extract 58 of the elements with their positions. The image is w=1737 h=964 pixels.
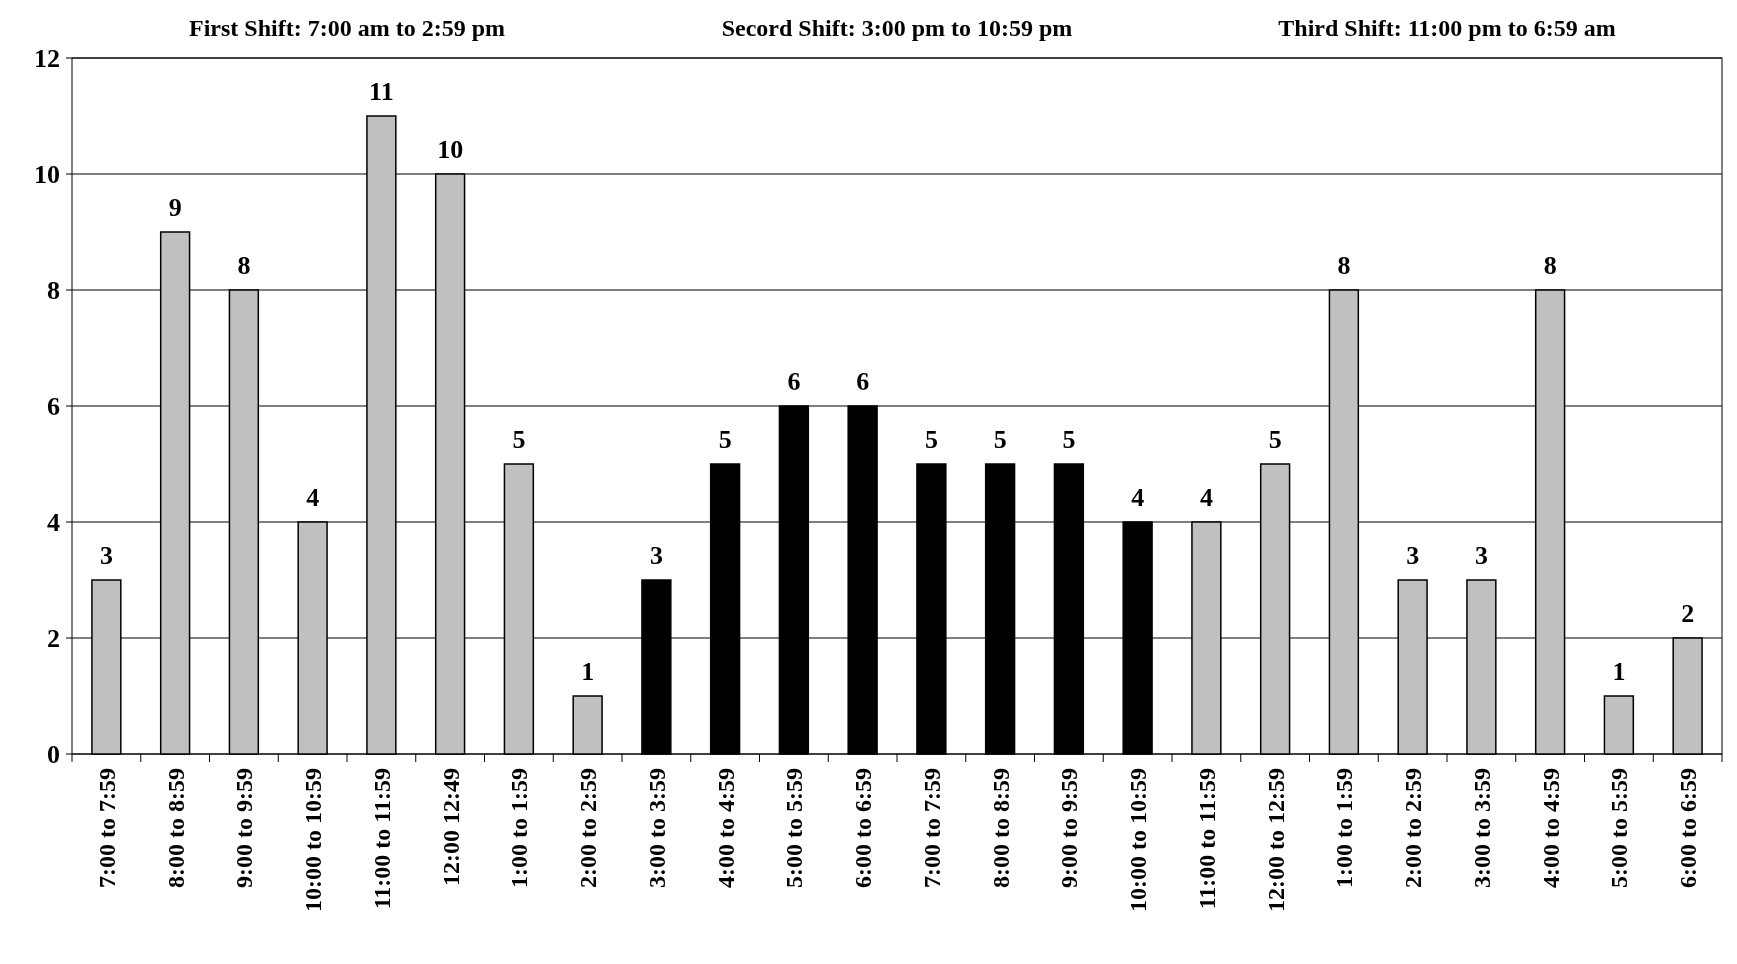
data-label: 8	[1337, 251, 1351, 280]
x-tick-label: 3:00 to 3:59	[643, 768, 670, 888]
x-tick-label: 11:00 to 11:59	[1193, 768, 1220, 910]
data-label: 5	[1268, 425, 1282, 454]
data-label: 5	[718, 425, 732, 454]
y-tick-label: 4	[47, 508, 60, 538]
data-label: 3	[1474, 541, 1488, 570]
x-tick-label: 6:00 to 6:59	[1675, 768, 1702, 888]
x-tick-label: 4:00 to 4:59	[712, 768, 739, 888]
data-label: 1	[581, 657, 595, 686]
x-tick-label: 12:00 12:49	[437, 768, 464, 886]
text: Third Shift: 11:00 pm to 6:59 am	[1278, 15, 1616, 41]
y-tick-label: 6	[47, 392, 60, 422]
x-tick-label: 4:00 to 4:59	[1537, 768, 1564, 888]
data-label: 8	[1543, 251, 1557, 280]
x-tick-label: 5:00 to 5:59	[1606, 768, 1633, 888]
data-label: 5	[512, 425, 526, 454]
data-label: 11	[369, 77, 394, 106]
data-label: 5	[924, 425, 938, 454]
data-label: 8	[237, 251, 251, 280]
data-label: 4	[306, 483, 320, 512]
x-tick-label: 5:00 to 5:59	[781, 768, 808, 888]
text: Secord Shift: 3:00 pm to 10:59 pm	[721, 15, 1073, 41]
x-tick-label: 3:00 to 3:59	[1468, 768, 1495, 888]
x-tick-label: 10:00 to 10:59	[1125, 768, 1152, 912]
x-tick-label: 2:00 to 2:59	[575, 768, 602, 888]
data-label: 6	[787, 367, 801, 396]
x-tick-label: 10:00 to 10:59	[300, 768, 327, 912]
data-label: 2	[1681, 599, 1695, 628]
data-label: 9	[168, 193, 182, 222]
data-label: 3	[1406, 541, 1420, 570]
x-tick-label: 1:00 to 1:59	[1331, 768, 1358, 888]
x-tick-label: 1:00 to 1:59	[506, 768, 533, 888]
data-label: 10	[437, 135, 464, 164]
x-tick-label: 8:00 to 8:59	[162, 768, 189, 888]
text: First Shift: 7:00 am to 2:59 pm	[189, 15, 505, 41]
data-label: 1	[1612, 657, 1626, 686]
y-tick-label: 2	[47, 624, 60, 654]
data-label: 3	[649, 541, 663, 570]
data-label: 5	[1062, 425, 1076, 454]
y-tick-label: 10	[34, 160, 60, 190]
data-label: 6	[856, 367, 870, 396]
x-tick-label: 8:00 to 8:59	[987, 768, 1014, 888]
data-label: 5	[993, 425, 1007, 454]
data-label: 4	[1199, 483, 1213, 512]
x-tick-label: 11:00 to 11:59	[368, 768, 395, 910]
x-tick-label: 9:00 to 9:59	[231, 768, 258, 888]
x-tick-label: 9:00 to 9:59	[1056, 768, 1083, 888]
x-tick-label: 7:00 to 7:59	[93, 768, 120, 888]
x-tick-label: 12:00 to 12:59	[1262, 768, 1289, 912]
x-tick-label: 7:00 to 7:59	[918, 768, 945, 888]
y-tick-label: 12	[34, 44, 60, 74]
data-label: 3	[99, 541, 113, 570]
y-tick-label: 8	[47, 276, 60, 306]
data-label: 4	[1131, 483, 1145, 512]
x-tick-label: 6:00 to 6:59	[850, 768, 877, 888]
y-tick-label: 0	[47, 740, 60, 770]
x-tick-label: 2:00 to 2:59	[1400, 768, 1427, 888]
